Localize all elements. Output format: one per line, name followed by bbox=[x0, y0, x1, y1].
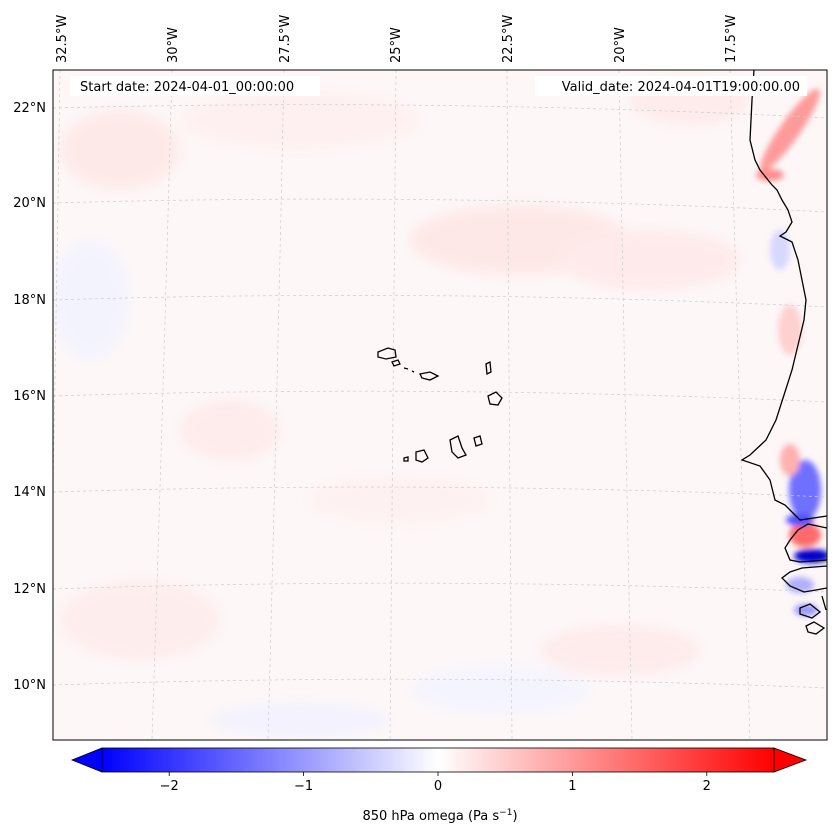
longitude-labels: 32.5°W 30°W 27.5°W 25°W 22.5°W 20°W 17.5… bbox=[55, 15, 739, 63]
omega-field bbox=[53, 70, 827, 740]
lat-label-12n: 12°N bbox=[13, 582, 46, 597]
start-date-box bbox=[70, 76, 320, 96]
lon-label-17-5w: 17.5°W bbox=[724, 15, 739, 63]
colorbar-tick-label: 2 bbox=[703, 779, 711, 794]
colorbar-tick-label: 0 bbox=[434, 779, 442, 794]
lat-label-14n: 14°N bbox=[13, 485, 46, 500]
valid-date-box bbox=[535, 76, 807, 96]
lon-label-25w: 25°W bbox=[389, 27, 404, 63]
colorbar-tick-label: 1 bbox=[568, 779, 576, 794]
colorbar-extend-low bbox=[70, 747, 103, 773]
lon-label-27-5w: 27.5°W bbox=[278, 15, 293, 63]
colorbar-ticks: −2 −1 0 1 2 bbox=[160, 772, 711, 794]
lat-label-22n: 22°N bbox=[13, 101, 46, 116]
cape-verde-islands bbox=[377, 347, 503, 463]
colorbar-tick-label: −1 bbox=[294, 779, 313, 794]
start-date: Start date: 2024-04-01_00:00:00 bbox=[80, 80, 294, 95]
map-frame bbox=[52, 69, 828, 741]
colorbar: −2 −1 0 1 2 850 hPa omega (Pa s−1) bbox=[70, 747, 808, 824]
lon-label-32-5w: 32.5°W bbox=[55, 15, 70, 63]
colorbar-tick-label: −2 bbox=[160, 779, 179, 794]
coastline bbox=[740, 70, 827, 635]
lon-label-22-5w: 22.5°W bbox=[501, 15, 516, 63]
lat-label-16n: 16°N bbox=[13, 389, 46, 404]
colorbar-extend-high bbox=[773, 747, 808, 773]
lon-label-20w: 20°W bbox=[613, 27, 628, 63]
valid-date: Valid_date: 2024-04-01T19:00:00.00 bbox=[562, 80, 800, 95]
lat-label-20n: 20°N bbox=[13, 196, 46, 211]
colorbar-label: 850 hPa omega (Pa s−1) bbox=[362, 808, 517, 824]
latitude-labels: 22°N 20°N 18°N 16°N 14°N 12°N 10°N bbox=[13, 101, 46, 693]
lon-label-30w: 30°W bbox=[166, 27, 181, 63]
colorbar-gradient bbox=[101, 747, 775, 773]
lat-label-18n: 18°N bbox=[13, 293, 46, 308]
gridlines bbox=[53, 70, 827, 740]
lat-label-10n: 10°N bbox=[13, 678, 46, 693]
